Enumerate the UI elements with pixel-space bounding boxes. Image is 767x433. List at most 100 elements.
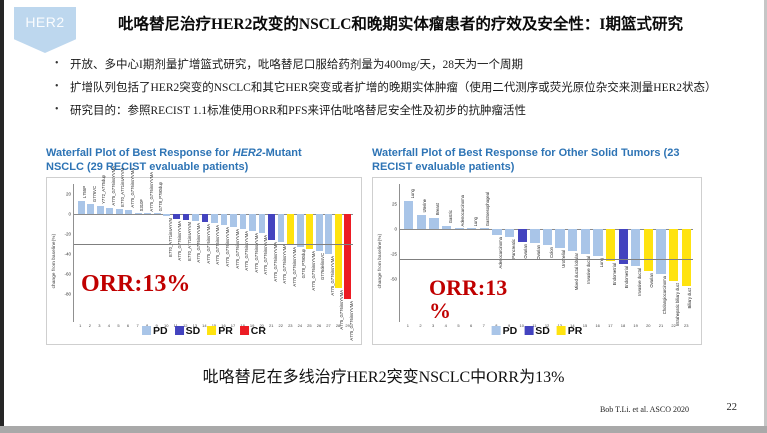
bar-slot: A775_G776insYVMA (201, 184, 211, 322)
bar-slot: L755P (77, 184, 88, 322)
bar-label: Ovarian (535, 244, 541, 260)
waterfall-bar (643, 228, 654, 271)
bar-slot: Pancreatic (504, 184, 516, 322)
chart-panel-nsclc: change from baseline(%) 20 0 -20 -40 -60 -80 L… (46, 166, 362, 345)
x-axis-tick: 24 (297, 322, 303, 328)
right-edge-strip (764, 0, 767, 433)
x-axis-tick: 3 (98, 322, 101, 328)
bar-slot: Adenocarcinoma (453, 184, 465, 322)
y-axis-tick: -80 (64, 291, 71, 297)
bar-slot: Endometrial (605, 184, 617, 322)
legend-label: PR (218, 324, 233, 337)
legend-label: PR (567, 324, 583, 337)
bar-slot: G778_P780dup (296, 184, 306, 322)
bar-label: Lung (409, 189, 415, 199)
bar-label: G776VC (91, 185, 97, 202)
bar-label: E770_A771insAYVM (120, 167, 126, 207)
bar-slot: Endometrial (617, 184, 629, 322)
waterfall-bar (115, 208, 123, 214)
chart-title-nsclc: Waterfall Plot of Best Response for HER2… (46, 146, 336, 175)
x-axis-numbers: 1 2 3 4 5 6 7 8 9 10 11 12 13 14 15 16 17 18 19 20 21 22 23 (402, 323, 692, 328)
bar-label: A775_G776insYVMA (253, 232, 259, 273)
y-axis-tick: 0 (394, 226, 397, 232)
bar-label: A775_G776insYVMA (263, 234, 269, 275)
y-axis-tick: -25 (390, 251, 397, 257)
bar-label: A775_G776insYVMA (225, 226, 231, 267)
bar-slot: A775_G776insYVMA (106, 166, 116, 322)
waterfall-chart-solid-tumors: Waterfall Plot of Best Response for Othe… (372, 146, 702, 345)
x-axis-tick: 25 (307, 322, 312, 328)
her2-badge: HER2 (14, 7, 76, 53)
legend-item: PD (142, 325, 168, 337)
x-axis-tick: 8 (145, 322, 149, 328)
x-axis-tick: 15 (582, 322, 588, 328)
charts-row: Waterfall Plot of Best Response for HER2… (46, 146, 702, 345)
waterfall-bar (404, 200, 414, 229)
x-axis-tick: 15 (211, 322, 217, 328)
waterfall-bar (287, 213, 294, 245)
y-axis-tick: -40 (64, 251, 71, 257)
bar-slot: E770_A771insAYVM (182, 184, 192, 322)
waterfall-bar (668, 228, 679, 281)
bar-slot: Colon (542, 184, 554, 322)
waterfall-bar (173, 213, 180, 219)
x-axis-tick: 27 (326, 322, 331, 328)
waterfall-bar (134, 212, 142, 214)
waterfall-bar (441, 225, 452, 229)
bar-slot: E770_A771insAYVM (115, 168, 125, 322)
x-axis-tick: 18 (620, 322, 626, 328)
waterfall-bar (416, 214, 427, 229)
waterfall-bar (277, 213, 285, 242)
waterfall-bar (555, 228, 565, 248)
bar-slot: A775_G776insYVMA (144, 172, 154, 322)
bar-slot: Lung (403, 184, 415, 322)
bar-slot: A775_G776insYVMA (267, 184, 278, 322)
y-axis-tick: -20 (64, 231, 71, 237)
x-axis-tick: 7 (482, 322, 485, 328)
x-axis-tick: 28 (335, 322, 341, 328)
legend-item: CR (239, 325, 266, 337)
bar-label: A775_G776insYVMA (282, 243, 288, 284)
y-axis-label: change from baseline(%) (51, 233, 56, 288)
x-axis-tick: 5 (117, 322, 120, 328)
bar-label: L755P (82, 186, 88, 199)
waterfall-bar (239, 213, 247, 229)
x-axis-tick: 23 (288, 322, 293, 328)
bar-label: Ovarian (649, 272, 655, 288)
waterfall-bar (605, 228, 616, 261)
chart-legend: PD SD PR (491, 324, 583, 337)
bar-label: A775_G776insYVMA (110, 166, 116, 206)
bar-label: G776delinsVC (320, 252, 326, 280)
legend-swatch-icon (524, 326, 534, 336)
waterfall-bar (344, 213, 352, 299)
bar-slot: Ovarian (529, 184, 541, 322)
x-axis-tick: 9 (507, 322, 511, 328)
bar-label: G778_P780dup (158, 182, 164, 212)
x-axis-tick: 13 (192, 322, 198, 328)
bar-slot: Lung (466, 184, 478, 322)
y-axis-tick: 0 (68, 211, 71, 217)
bar-slot: A775_G776insYVMA (220, 184, 231, 322)
bar-label: Gastroesophageal (485, 192, 491, 227)
y-axis-tick: -60 (64, 271, 71, 277)
waterfall-bar (454, 227, 464, 229)
waterfall-bar (681, 228, 691, 286)
x-axis-tick: 17 (230, 322, 236, 328)
bar-slot: G776delinsVC (315, 184, 326, 322)
bar-label: Endometrial (624, 265, 630, 288)
x-axis-tick: 21 (658, 322, 664, 328)
bar-label: A775_G776insYVMA (148, 172, 154, 212)
bar-label: Breast (435, 203, 441, 216)
orr-text-line: ORR:13% (81, 270, 191, 297)
bar-slot: Intrahepatic biliary duct (668, 184, 680, 326)
waterfall-bar (192, 213, 199, 221)
bar-slot: A775_G776insYVMA (239, 184, 249, 322)
orr-annotation: ORR:13% (429, 275, 507, 321)
x-axis-tick: 7 (136, 322, 139, 328)
legend-swatch-icon (556, 326, 566, 336)
response-threshold-line (74, 243, 353, 245)
y-axis-tick: 20 (65, 191, 71, 197)
waterfall-bar (542, 228, 553, 245)
bar-label: Endometrial (611, 262, 617, 285)
bar-label: A775_G776insYVMA (348, 300, 354, 341)
